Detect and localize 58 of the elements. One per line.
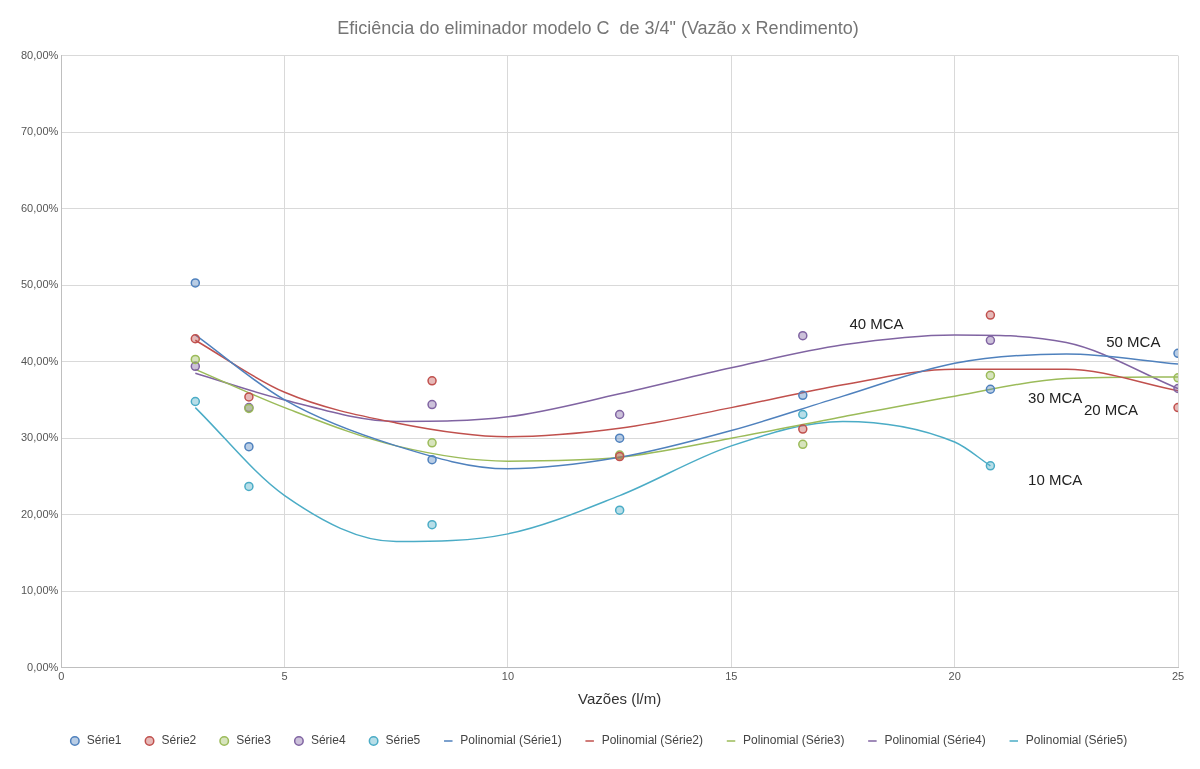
point: [190, 396, 201, 407]
x-tick-label: 10: [501, 670, 515, 683]
annotation: 30 MCA: [1028, 389, 1083, 407]
x-tick-label: 25: [1171, 670, 1185, 683]
y-tick-label: 20,00%: [21, 507, 59, 520]
legend-label: Polinomial (Série2): [601, 733, 704, 748]
y-tick-label: 60,00%: [21, 201, 59, 214]
point: [427, 519, 437, 530]
point: [985, 335, 996, 346]
legend-label: Série3: [236, 733, 272, 748]
legend-label: Polinomial (Série3): [743, 733, 845, 748]
x-tick-label: 20: [948, 670, 961, 683]
point: [798, 390, 808, 401]
legend-label: Polinomial (Série5): [1025, 733, 1128, 748]
y-tick-label: 80,00%: [21, 48, 59, 61]
point: [614, 505, 625, 515]
point: [614, 409, 625, 420]
chart-title: Eficiência do eliminador modelo C de 3/4" (Vazão x Rendimento): [337, 17, 859, 38]
point: [427, 454, 437, 465]
y-tick-label: 50,00%: [21, 278, 59, 291]
point: [244, 441, 254, 452]
point: [614, 433, 625, 443]
annotation: 40 MCA: [849, 315, 904, 333]
y-tick-label: 0,00%: [27, 660, 59, 673]
legend-label: Série4: [310, 733, 346, 748]
x-tick-label: 0: [58, 670, 65, 683]
point: [427, 399, 437, 410]
legend-label: Série1: [86, 733, 122, 748]
y-tick-label: 40,00%: [21, 354, 59, 367]
point: [798, 439, 808, 450]
point: [190, 354, 201, 365]
annotation: 50 MCA: [1106, 333, 1161, 351]
x-tick-label: 15: [725, 670, 738, 683]
point: [985, 461, 996, 471]
point: [985, 370, 996, 381]
annotation: 20 MCA: [1083, 401, 1139, 419]
point: [798, 409, 808, 420]
point: [985, 310, 996, 320]
point: [244, 481, 254, 492]
point: [190, 278, 201, 288]
point: [190, 333, 201, 344]
legend-label: Polinomial (Série4): [884, 733, 986, 748]
legend-label: Série5: [385, 733, 421, 748]
point: [985, 384, 996, 394]
y-tick-label: 70,00%: [21, 125, 59, 138]
point: [427, 376, 437, 386]
point: [798, 330, 808, 341]
x-tick-label: 5: [281, 670, 288, 683]
point: [244, 392, 254, 402]
y-tick-label: 30,00%: [21, 431, 59, 444]
legend-label: Série2: [161, 733, 197, 748]
x-axis-title: Vazões (l/m): [578, 690, 662, 708]
point: [798, 424, 808, 434]
y-tick-label: 10,00%: [21, 584, 59, 597]
annotation: 10 MCA: [1028, 470, 1083, 488]
line-series: [194, 334, 1178, 423]
legend-label: Polinomial (Série1): [460, 733, 562, 748]
point: [427, 438, 437, 448]
